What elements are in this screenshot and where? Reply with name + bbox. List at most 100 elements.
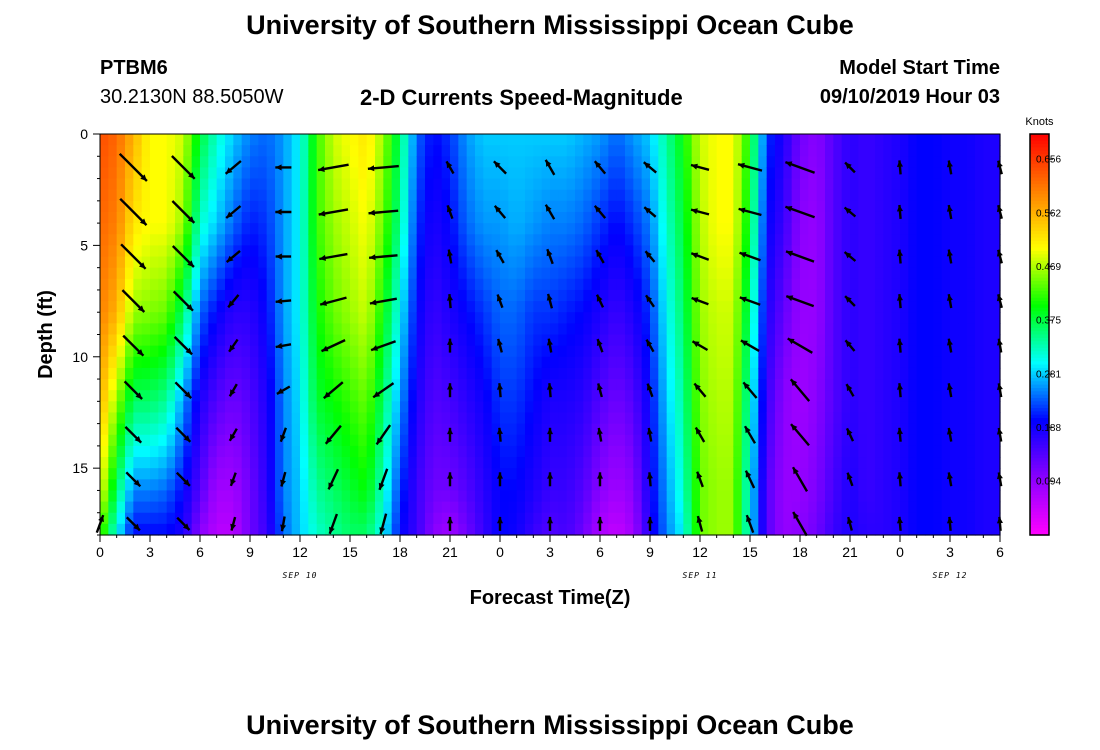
heatmap-cell [350,490,359,503]
heatmap-cell [575,468,584,480]
heatmap-cell [291,434,301,447]
heatmap-cell [300,423,309,436]
heatmap-cell [758,412,768,425]
heatmap-cell [108,345,118,358]
heatmap-cell [475,167,484,180]
heatmap-cell [450,289,459,302]
heatmap-cell [891,156,901,169]
heatmap-cell [850,200,859,213]
heatmap-cell [366,200,376,213]
heatmap-cell [800,401,809,414]
current-vector-arrow [497,472,503,487]
heatmap-cell [491,490,501,503]
heatmap-cell [691,345,701,358]
heatmap-cell [208,301,218,313]
heatmap-cell [250,468,259,480]
heatmap-cell [508,245,518,258]
heatmap-cell [950,401,959,414]
heatmap-cell [508,457,518,469]
heatmap-cell [591,145,601,157]
heatmap-cell [266,323,276,336]
heatmap-cell [833,289,843,302]
heatmap-cell [775,234,784,246]
heatmap-cell [200,334,209,347]
heatmap-cell [641,490,651,503]
heatmap-cell [250,356,259,369]
heatmap-cell [783,434,793,447]
heatmap-cell [691,156,701,169]
heatmap-cell [666,178,676,191]
heatmap-cell [791,178,801,191]
heatmap-cell [925,345,934,358]
heatmap-cell [341,501,351,514]
heatmap-cell [775,457,784,469]
heatmap-cell [766,200,776,213]
heatmap-cell [941,234,951,246]
heatmap-cell [208,156,218,169]
current-vector-arrow [595,294,605,308]
current-vector-arrow [327,468,340,490]
heatmap-cell [675,390,684,402]
heatmap-cell [816,434,826,447]
heatmap-cell [433,434,443,447]
heatmap-cell [475,211,484,224]
heatmap-cell [300,412,309,425]
colorbar-segment [1030,458,1049,463]
heatmap-cell [475,278,484,291]
heatmap-cell [891,334,901,347]
heatmap-cell [658,523,668,536]
heatmap-cell [316,145,326,157]
heatmap-cell [783,379,793,391]
heatmap-cell [975,267,984,280]
x-tick-label: 21 [842,544,858,560]
heatmap-cell [666,479,676,492]
heatmap-cell [566,457,576,469]
heatmap-cell [233,234,243,246]
heatmap-cell [350,167,359,180]
heatmap-cell [675,256,684,269]
heatmap-cell [883,445,893,458]
heatmap-cell [175,234,184,246]
heatmap-cell [341,200,351,213]
heatmap-cell [441,334,451,347]
heatmap-cell [516,412,526,425]
heatmap-cell [516,356,526,369]
heatmap-cell [541,345,551,358]
heatmap-cell [225,423,234,436]
heatmap-cell [733,501,743,514]
heatmap-cell [500,434,509,447]
heatmap-cell [216,468,226,480]
heatmap-cell [258,278,268,291]
heatmap-cell [575,434,584,447]
heatmap-cell [200,145,209,157]
heatmap-cell [491,223,501,235]
heatmap-cell [583,479,593,492]
heatmap-cell [216,145,226,157]
heatmap-cell [416,134,426,146]
current-vector-arrow [744,470,756,489]
heatmap-cell [150,334,159,347]
heatmap-cell [575,245,584,258]
heatmap-cell [100,334,109,347]
heatmap-cell [508,312,518,324]
heatmap-cell [900,323,909,336]
heatmap-cell [200,523,209,536]
heatmap-cell [891,367,901,380]
heatmap-cell [316,234,326,246]
heatmap-cell [650,457,659,469]
heatmap-cell [133,189,143,202]
heatmap-cell [375,323,384,336]
heatmap-cell [366,256,376,269]
heatmap-cell [908,334,918,347]
heatmap-cell [958,211,968,224]
current-vector-arrow [996,160,1003,175]
heatmap-cell [783,390,793,402]
heatmap-cell [733,267,743,280]
heatmap-cell [358,501,368,514]
heatmap-cell [425,512,434,525]
current-vector-arrow [275,298,292,305]
heatmap-cell [233,223,243,235]
heatmap-cell [316,512,326,525]
heatmap-cell [283,234,293,246]
heatmap-cell [316,457,326,469]
